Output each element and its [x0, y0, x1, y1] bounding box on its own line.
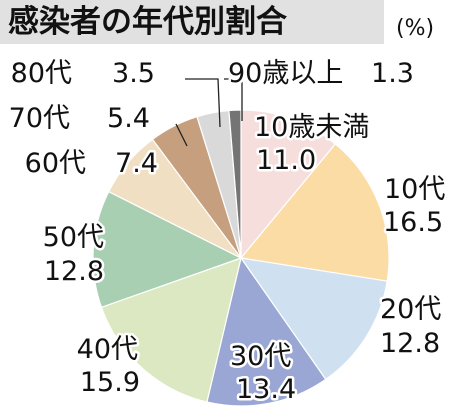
- slice-value-6: 12.8: [44, 256, 104, 287]
- slice-value-5: 15.9: [80, 367, 140, 398]
- pie-slice-4: [206, 256, 327, 407]
- slice-label-2: 10代: [384, 174, 445, 205]
- pie-slice-3: [239, 257, 388, 381]
- leader-line-10: [224, 78, 243, 121]
- slice-value-4: 13.4: [236, 374, 296, 405]
- pie-slices: [92, 109, 390, 407]
- slice-label-3: 20代: [380, 294, 441, 325]
- pie-slice-2: [239, 143, 390, 282]
- slice-value-3: 12.8: [380, 328, 440, 359]
- slice-label-5: 40代: [77, 334, 138, 365]
- slice-value-8: 5.4: [107, 103, 150, 134]
- slice-label-8: 70代: [9, 103, 70, 134]
- slice-value-10: 1.3: [371, 58, 414, 89]
- slice-label-6: 50代: [43, 222, 104, 253]
- slice-value-7: 7.4: [115, 148, 158, 179]
- chart-title: 感染者の年代別割合: [8, 4, 287, 40]
- leader-line-9: [185, 78, 221, 128]
- slice-label-1: 10歳未満: [254, 112, 369, 143]
- pie-slice-5: [100, 257, 242, 403]
- slice-value-9: 3.5: [112, 58, 155, 89]
- slice-value-2: 16.5: [383, 207, 443, 238]
- slice-label-7: 60代: [25, 148, 86, 179]
- unit-label: (%): [396, 16, 435, 41]
- title-bar: [0, 0, 384, 44]
- slice-label-4: 30代: [230, 341, 291, 372]
- slice-label-9: 80代: [11, 58, 72, 89]
- pie-slice-10: [228, 109, 242, 259]
- pie-slice-1: [240, 109, 337, 260]
- slice-value-1: 11.0: [256, 145, 316, 176]
- slice-label-10: 90歳以上: [228, 58, 343, 89]
- pie-slice-6: [92, 190, 243, 309]
- leader-line-8: [175, 123, 188, 147]
